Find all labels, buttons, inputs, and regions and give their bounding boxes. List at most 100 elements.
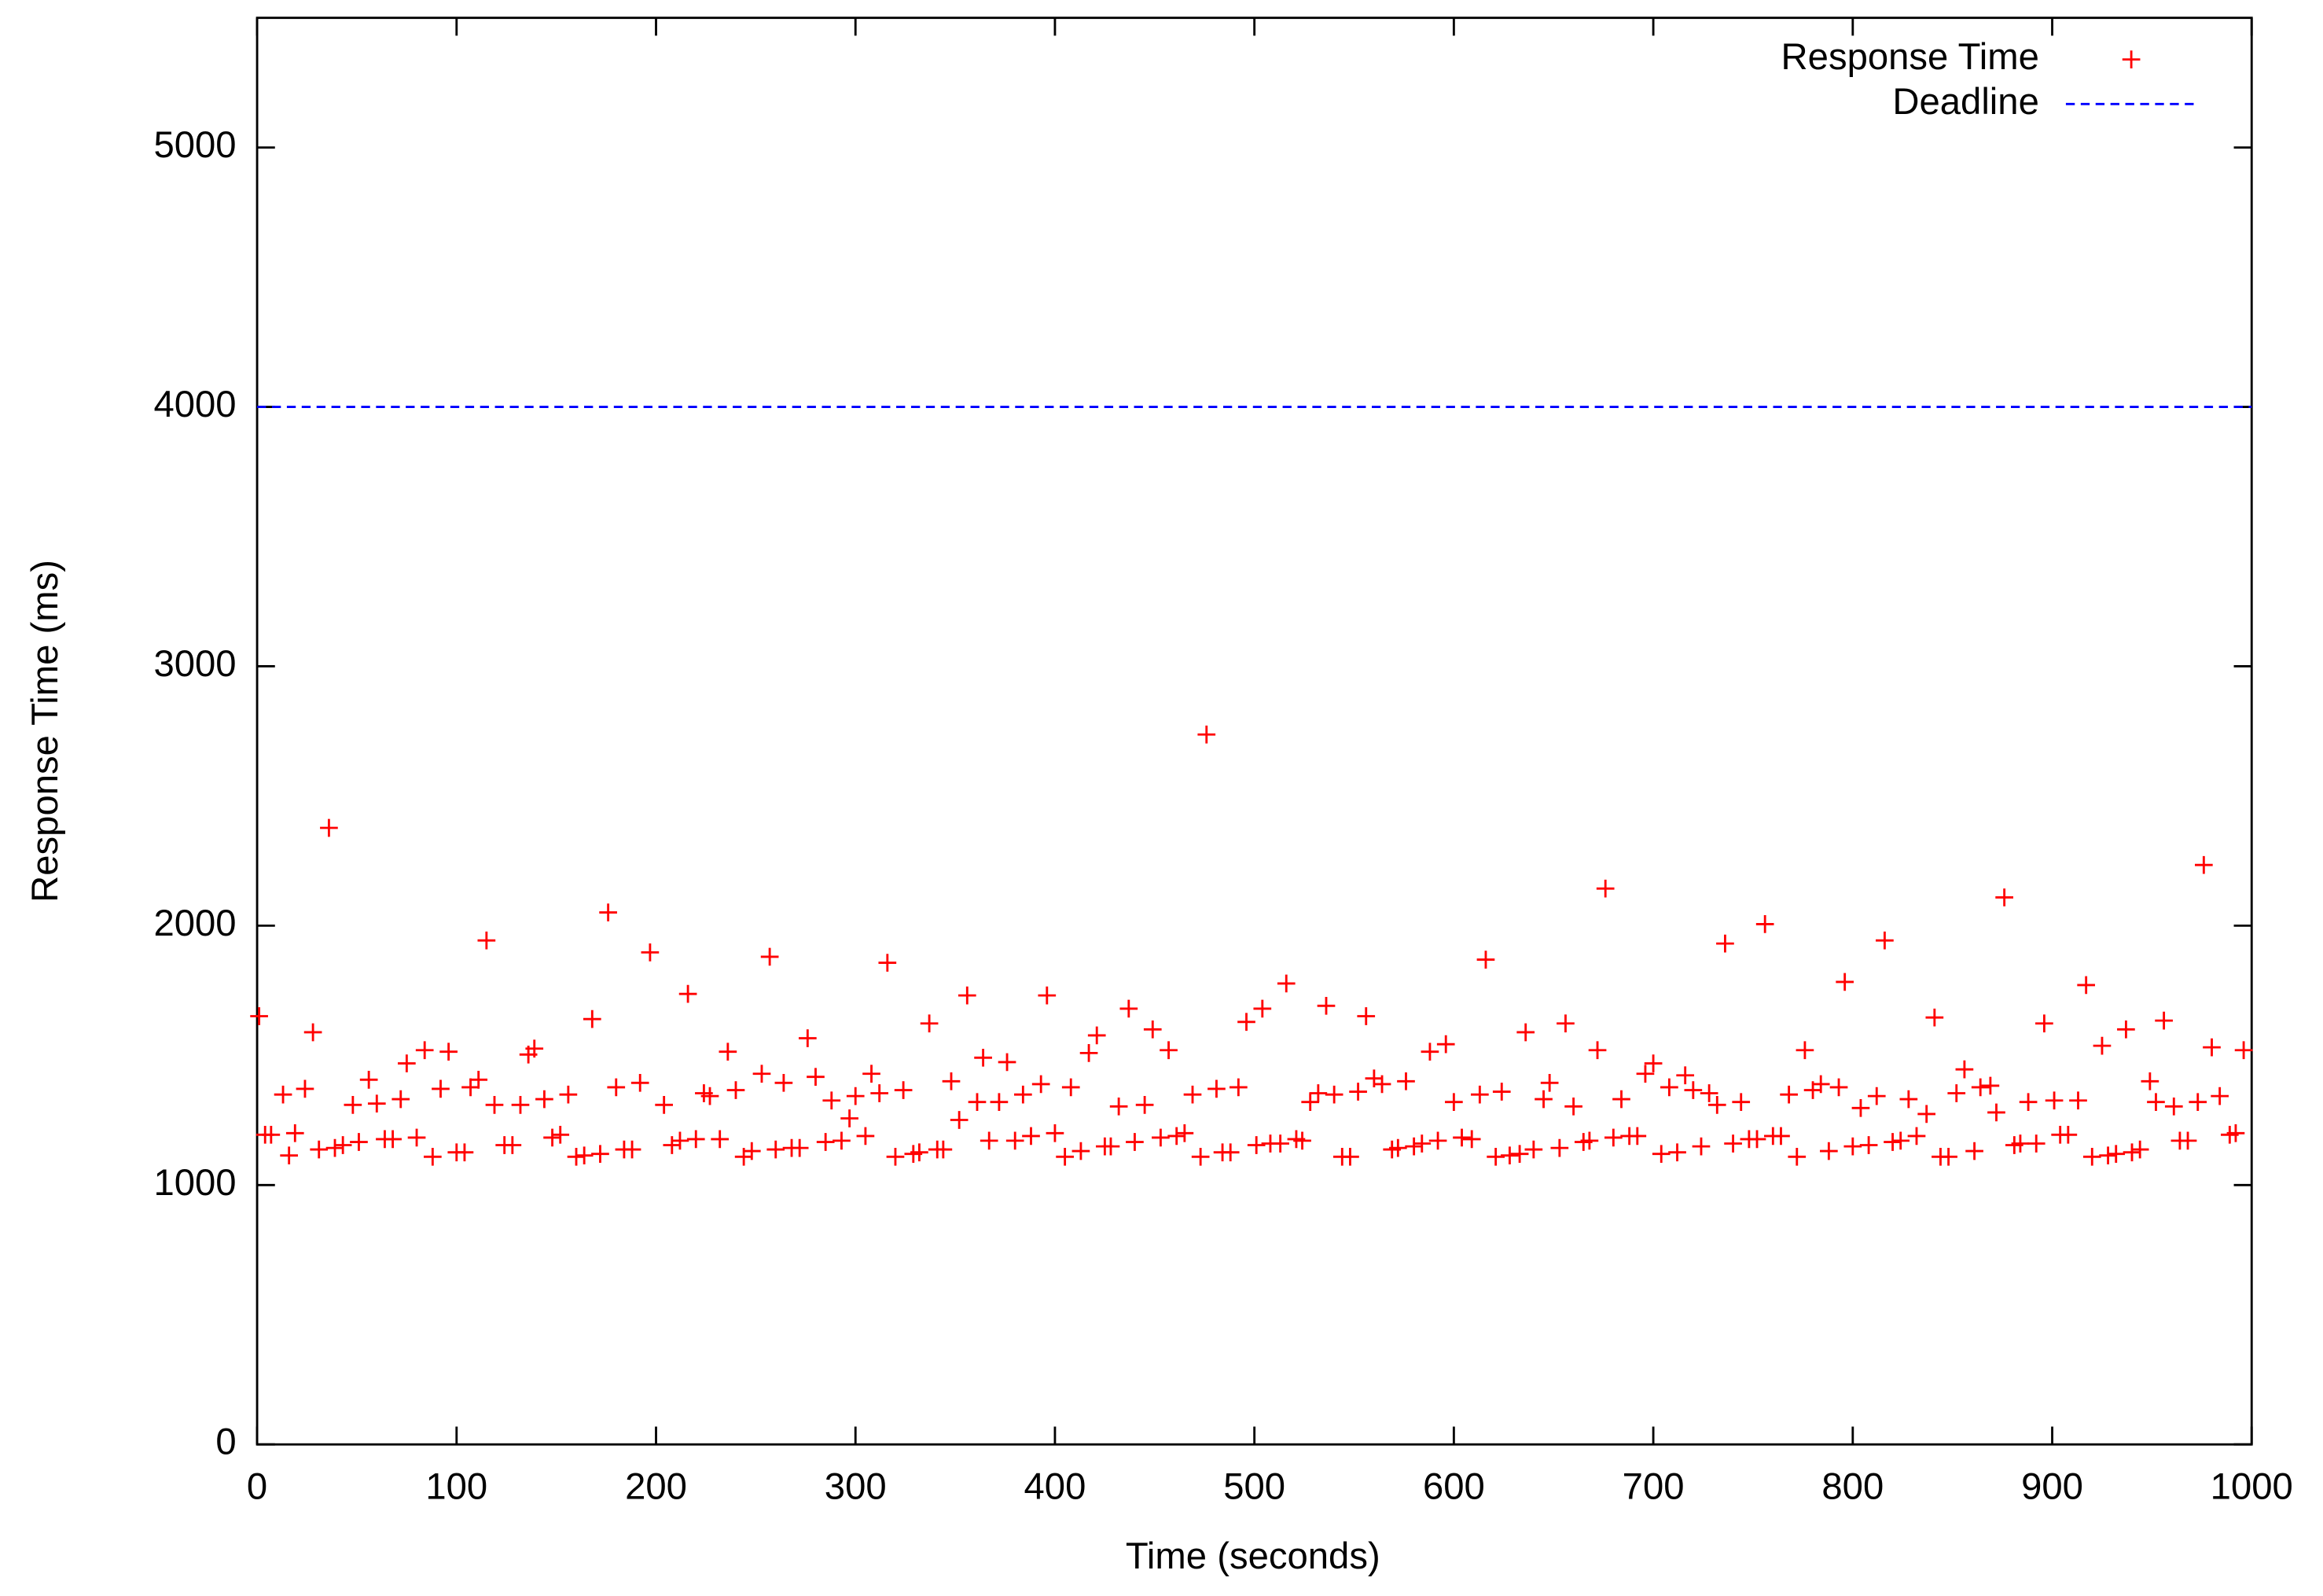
point <box>1867 1087 1886 1105</box>
point <box>1947 1084 1966 1102</box>
point <box>559 1085 578 1104</box>
point <box>1707 1096 1726 1114</box>
legend-swatch <box>2122 50 2141 68</box>
point <box>398 1054 416 1072</box>
point <box>1876 931 1894 950</box>
point <box>1692 1137 1711 1156</box>
point <box>760 947 779 966</box>
point <box>1413 1134 1432 1153</box>
point <box>1981 1076 2000 1095</box>
point <box>1557 1014 1575 1033</box>
y-tick-label: 5000 <box>153 124 236 166</box>
point <box>2011 1134 2030 1153</box>
x-tick-label: 400 <box>1024 1465 1086 1507</box>
point <box>1716 934 1734 953</box>
point <box>1471 1085 1489 1104</box>
point <box>2141 1072 2159 1090</box>
point <box>1397 1072 1415 1090</box>
point <box>2189 1093 2207 1112</box>
point <box>1421 1043 1439 1061</box>
point <box>1271 1134 1289 1153</box>
point <box>641 943 660 962</box>
point <box>607 1078 626 1097</box>
point <box>2164 1097 2183 1116</box>
point <box>742 1142 761 1160</box>
point <box>2211 1087 2229 1105</box>
point <box>1660 1078 1678 1097</box>
point <box>846 1087 865 1105</box>
point <box>2019 1093 2038 1112</box>
point <box>2099 1146 2117 1165</box>
point <box>2123 1143 2141 1162</box>
point <box>807 1068 825 1087</box>
point <box>1755 915 1774 933</box>
point <box>391 1090 410 1109</box>
point <box>432 1079 450 1098</box>
point <box>1939 1147 1957 1166</box>
point <box>1899 1090 1918 1109</box>
point <box>1540 1073 1559 1092</box>
legend-label: Response Time <box>1781 36 2039 78</box>
point <box>1891 1131 1910 1150</box>
point <box>630 1073 649 1092</box>
y-axis-label: Response Time (ms) <box>24 560 66 903</box>
x-tick-label: 200 <box>625 1465 687 1507</box>
point <box>950 1111 969 1129</box>
point <box>1925 1008 1944 1027</box>
point <box>1152 1128 1170 1147</box>
point <box>525 1039 544 1058</box>
legend-label: Deadline <box>1892 81 2039 123</box>
point <box>1596 879 1615 898</box>
point <box>840 1109 858 1127</box>
point <box>1535 1090 1553 1109</box>
point <box>1644 1054 1663 1072</box>
point <box>2195 855 2213 874</box>
point <box>1160 1041 1178 1060</box>
point <box>1811 1075 1830 1094</box>
point <box>1524 1140 1543 1159</box>
x-tick-label: 500 <box>1223 1465 1285 1507</box>
point <box>1829 1078 1848 1097</box>
point <box>878 954 897 972</box>
point <box>1056 1147 1074 1166</box>
point <box>1229 1078 1248 1097</box>
x-tick-label: 800 <box>1821 1465 1884 1507</box>
point <box>535 1090 553 1109</box>
point <box>359 1071 378 1089</box>
point <box>575 1146 594 1165</box>
point <box>1604 1128 1623 1147</box>
point <box>2077 976 2096 995</box>
point <box>2045 1091 2064 1110</box>
point <box>1917 1105 1936 1123</box>
point <box>461 1078 480 1097</box>
point <box>2130 1140 2149 1159</box>
point <box>274 1085 292 1104</box>
point <box>1859 1136 1878 1154</box>
point <box>774 1073 793 1092</box>
point <box>1652 1145 1671 1164</box>
point <box>1175 1123 1194 1142</box>
point <box>591 1145 609 1164</box>
x-tick-label: 300 <box>825 1465 887 1507</box>
point <box>350 1133 368 1151</box>
point <box>1987 1103 2005 1122</box>
point <box>958 986 976 1005</box>
x-tick-label: 100 <box>425 1465 487 1507</box>
point <box>1971 1078 1990 1097</box>
point <box>2147 1093 2165 1112</box>
x-tick-label: 900 <box>2021 1465 2083 1507</box>
point <box>1237 1013 1255 1032</box>
point <box>886 1147 905 1166</box>
point <box>798 1029 817 1047</box>
point <box>1724 1134 1742 1153</box>
point <box>250 1007 268 1025</box>
point <box>1965 1142 1983 1160</box>
point <box>2155 1011 2173 1030</box>
point <box>2226 1123 2245 1142</box>
point <box>822 1091 841 1110</box>
point <box>1445 1093 1463 1112</box>
point <box>1487 1147 1505 1166</box>
point <box>1700 1084 1718 1102</box>
point <box>1612 1090 1630 1109</box>
point <box>1843 1137 1862 1156</box>
